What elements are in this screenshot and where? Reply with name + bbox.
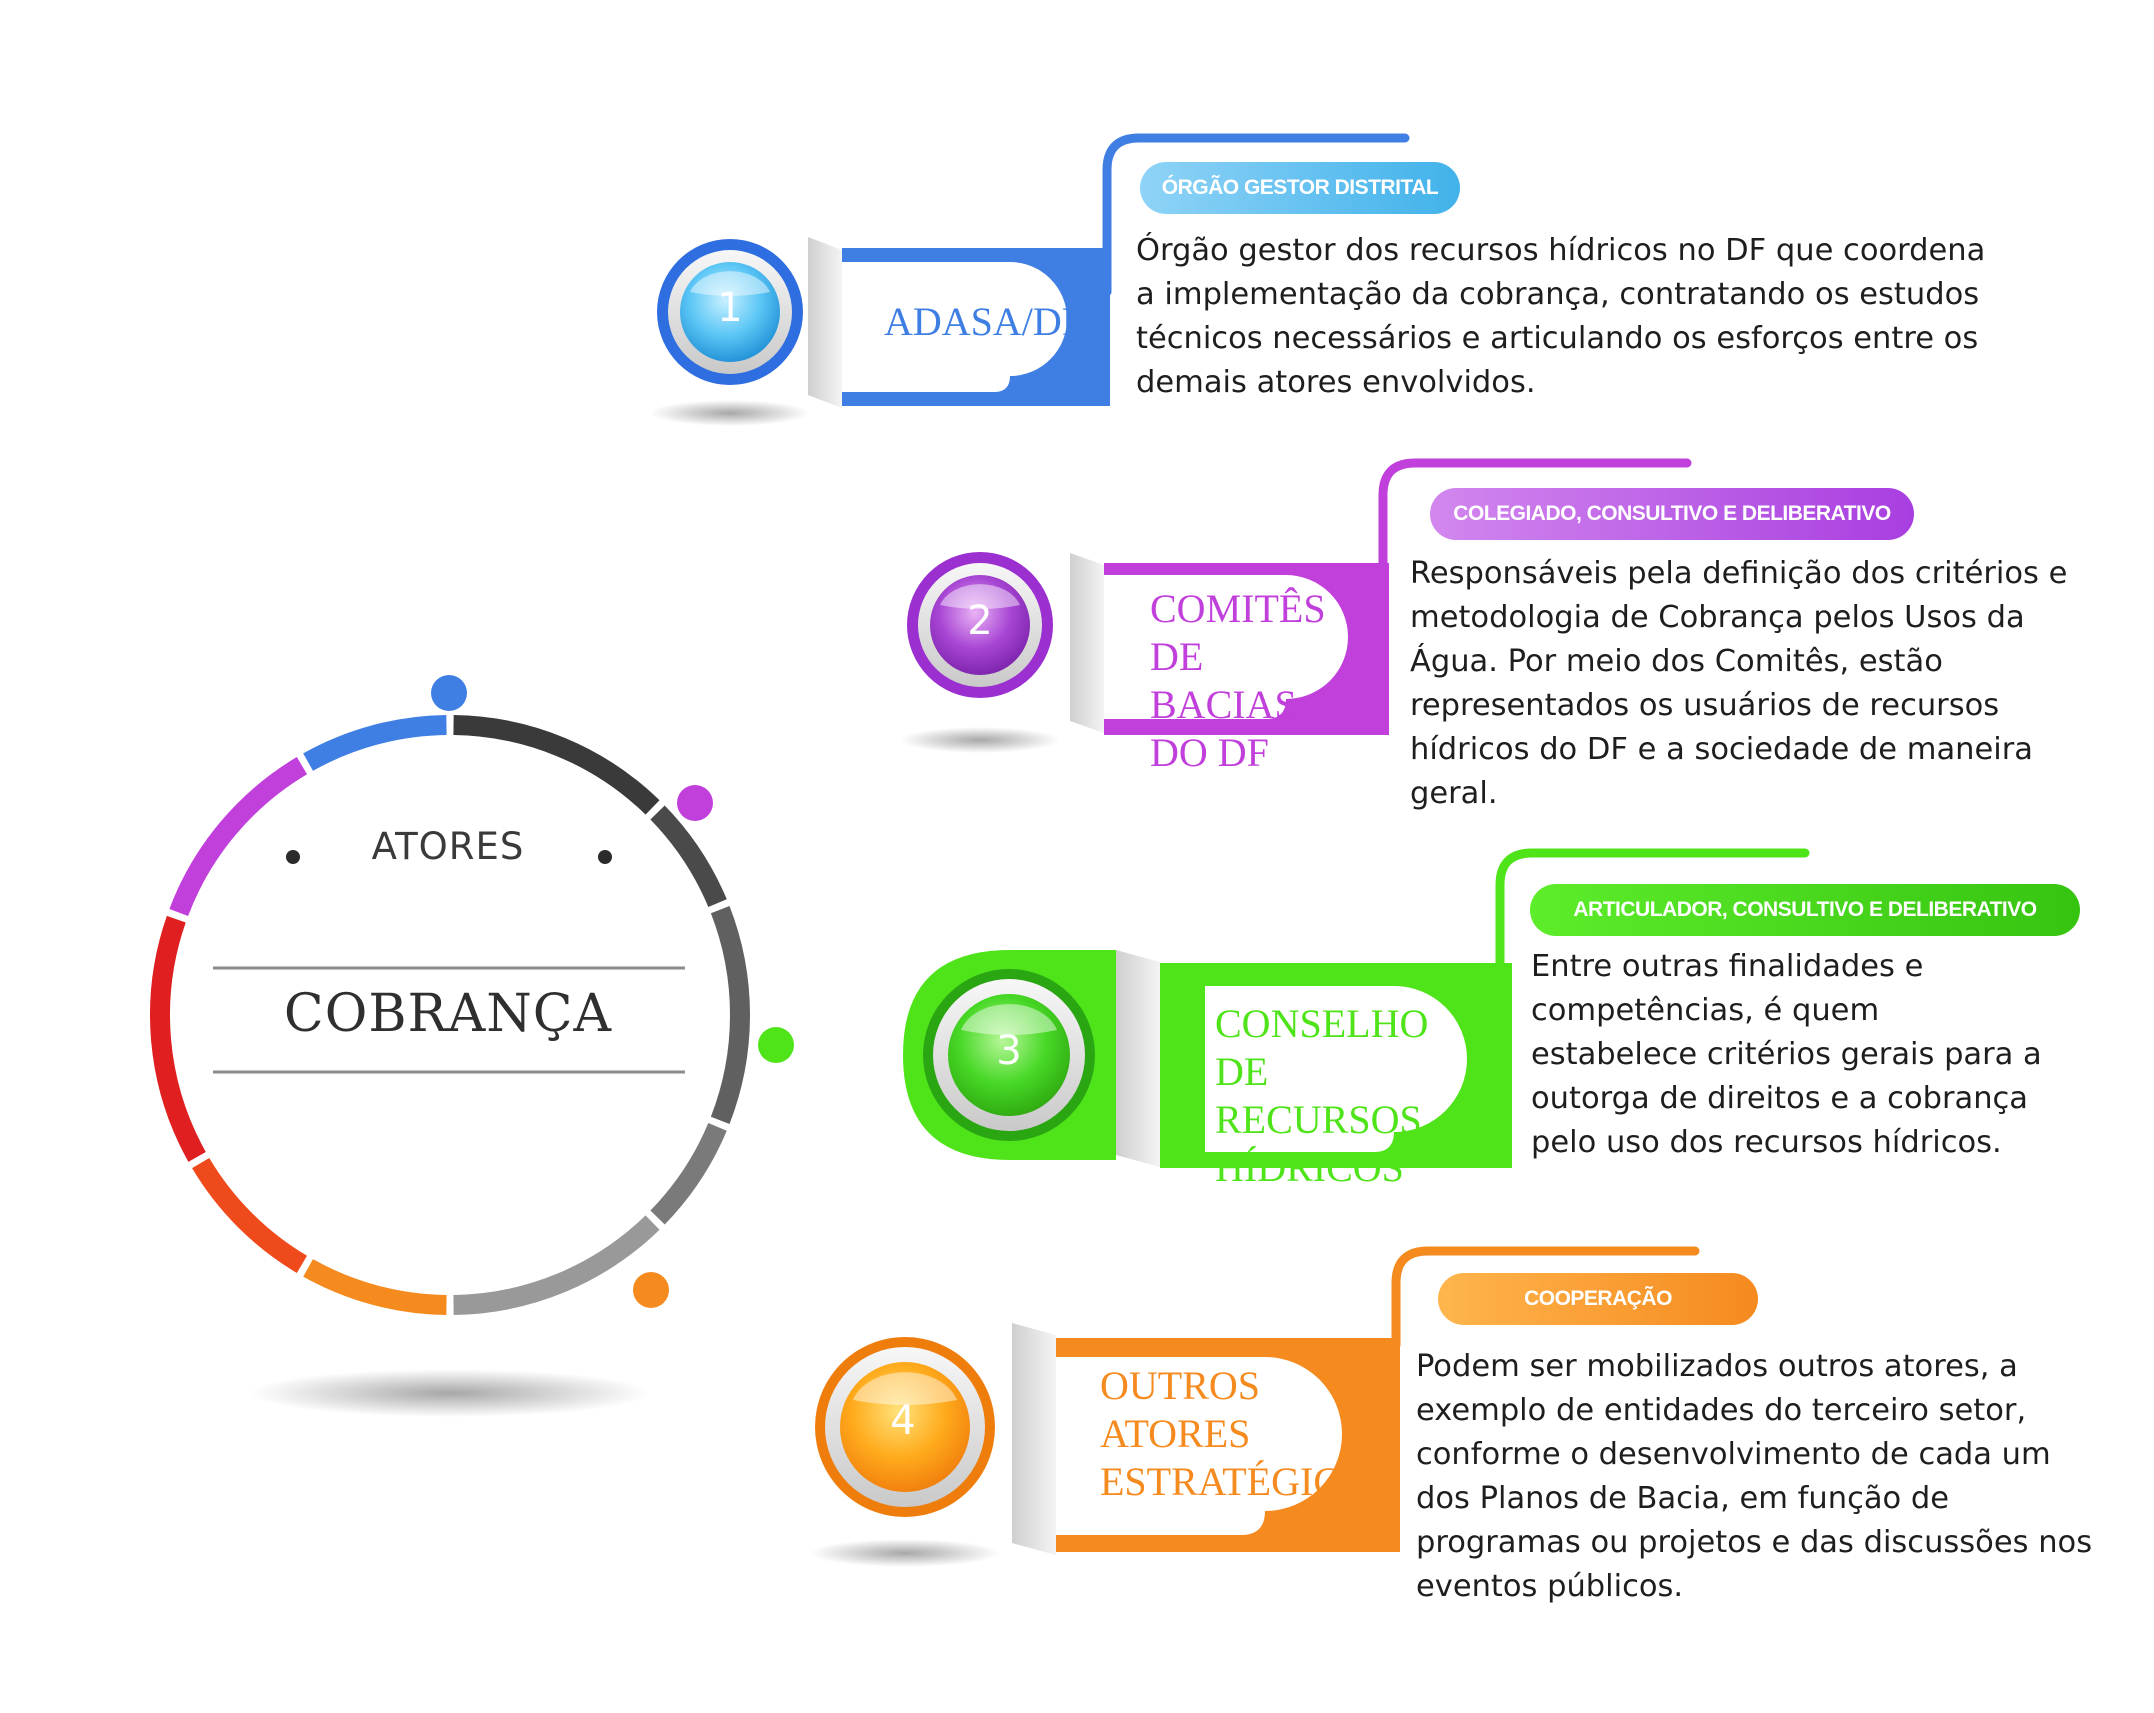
ring-segment-5 <box>453 1215 660 1315</box>
ring-shadow <box>250 1369 650 1417</box>
center-bullet-right <box>598 850 612 864</box>
actor-2-badge: COLEGIADO, CONSULTIVO E DELIBERATIVO <box>1430 488 1914 540</box>
actor-2-label-box <box>1104 575 1348 719</box>
actor-3-label: CONSELHO DE RECURSOS HÍDRICOS <box>1215 1001 1429 1190</box>
ring-segment-8 <box>150 915 206 1162</box>
actor-2-shadow <box>900 727 1060 753</box>
actor-4-graphic <box>810 1246 1700 1567</box>
ring-segment-1 <box>453 715 660 815</box>
actor-2-description: Responsáveis pela definição dos critério… <box>1410 556 2068 811</box>
ring-segment-4 <box>650 1122 727 1225</box>
dot-orange <box>633 1272 669 1308</box>
dot-green <box>758 1027 794 1063</box>
center-title: ATORES <box>371 825 525 868</box>
actor-1-badge: ÓRGÃO GESTOR DISTRITAL <box>1140 162 1460 214</box>
actor-1-number: 1 <box>717 285 743 331</box>
actor-1-description: Órgão gestor dos recursos hídricos no DF… <box>1136 233 1986 400</box>
actor-2-orb <box>930 575 1030 675</box>
actor-3-fold <box>1116 950 1160 1167</box>
actor-3-connector <box>1495 848 1810 973</box>
actor-4-number: 4 <box>890 1398 916 1444</box>
actor-2-label: COMITÊS DE BACIAS DO DF <box>1150 586 1326 775</box>
ring-segment-10 <box>303 715 447 771</box>
actor-2-connector <box>1378 458 1692 573</box>
actor-4-badge: COOPERAÇÃO <box>1438 1273 1758 1325</box>
ring-segment-9 <box>169 757 308 917</box>
actor-1-orb <box>680 262 780 362</box>
actor-1-label: ADASA/DF <box>884 299 1085 344</box>
actor-1-graphic <box>650 133 1410 426</box>
dot-purple <box>677 785 713 821</box>
dot-blue <box>431 675 467 711</box>
actor-4-connector <box>1391 1246 1700 1350</box>
ring-segment-6 <box>303 1259 447 1315</box>
center-bullet-left <box>286 850 300 864</box>
actor-2-graphic <box>900 458 1692 753</box>
actor-1-fold <box>808 237 842 408</box>
actor-4-fold <box>1012 1323 1056 1555</box>
actor-4-description: Podem ser mobilizados outros atores, a e… <box>1416 1349 2093 1604</box>
actor-3-description: Entre outras finalidades e competências,… <box>1531 949 2042 1160</box>
actor-4-label: OUTROS ATORES ESTRATÉGICOS <box>1100 1363 1392 1504</box>
ring-segment-7 <box>192 1157 308 1273</box>
actor-1-label-box <box>842 262 1067 392</box>
actor-1-connector <box>1102 133 1410 297</box>
center-ring <box>150 715 750 1315</box>
actor-1-shadow <box>650 400 810 426</box>
actor-3-orb <box>948 994 1070 1116</box>
actor-4-orb <box>840 1362 970 1492</box>
ring-segment-2 <box>650 805 727 908</box>
actor-3-number: 3 <box>996 1028 1022 1074</box>
center-circle <box>170 735 730 1295</box>
actor-4-label-box <box>1056 1357 1342 1535</box>
actor-3-label-box <box>1205 986 1467 1152</box>
actor-2-fold <box>1070 553 1104 733</box>
ring-segment-3 <box>710 906 750 1124</box>
actor-2-number: 2 <box>967 598 993 644</box>
center-main-title: COBRANÇA <box>283 984 613 1044</box>
actor-3-badge: ARTICULADOR, CONSULTIVO E DELIBERATIVO <box>1530 884 2080 936</box>
actor-4-shadow <box>810 1539 1000 1567</box>
actor-3-graphic <box>903 848 1810 1168</box>
